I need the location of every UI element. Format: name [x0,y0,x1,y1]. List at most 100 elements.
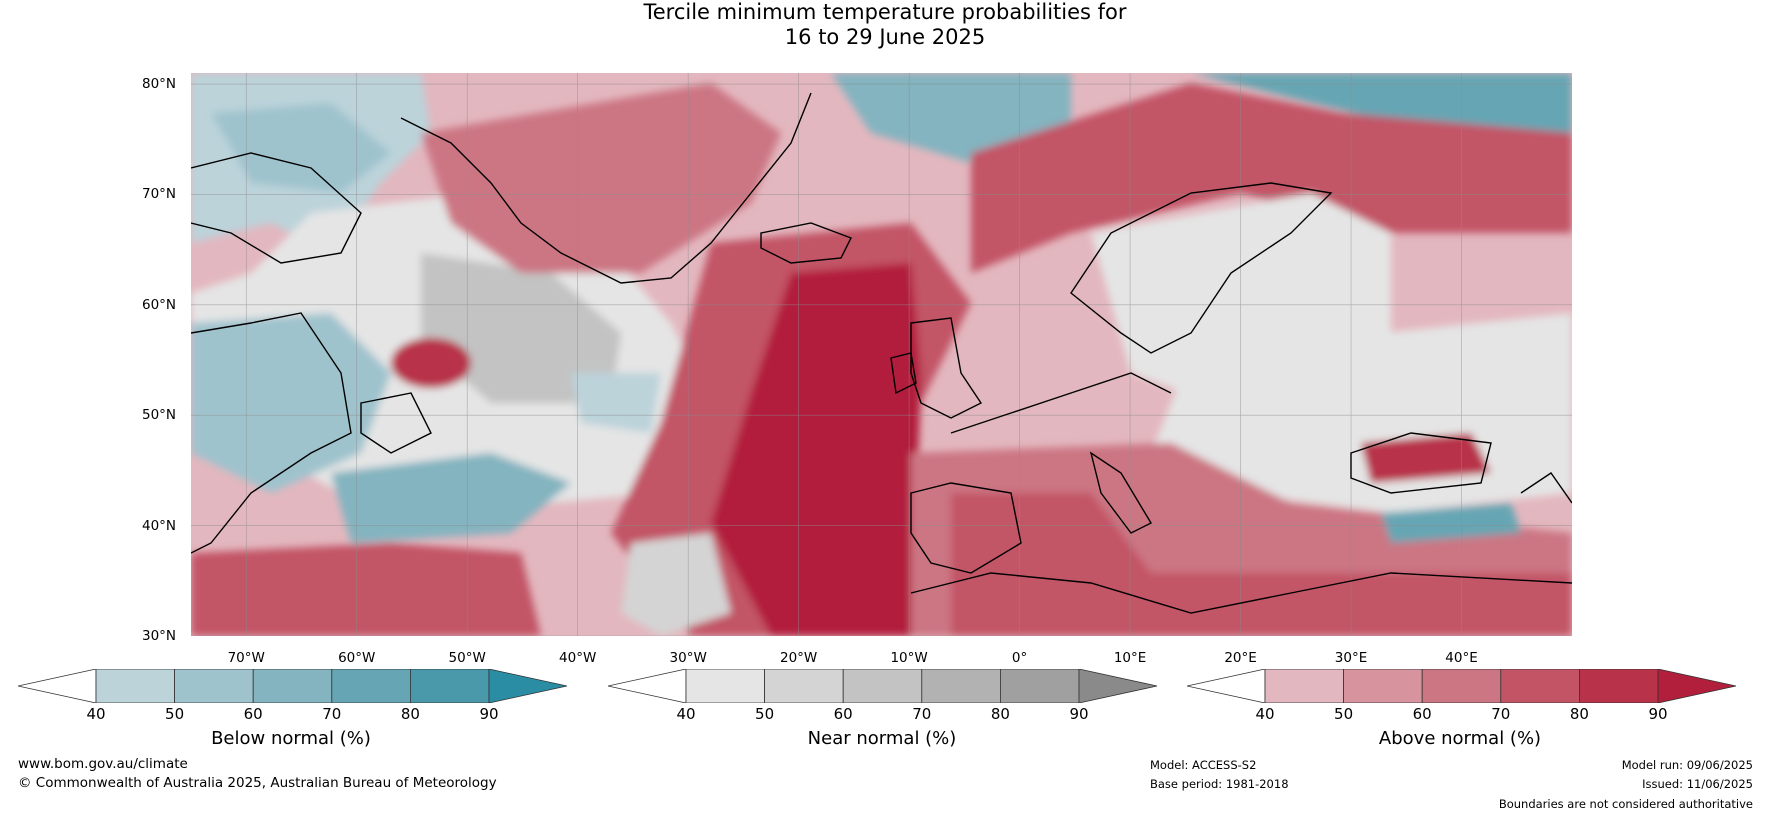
footer-copyright: © Commonwealth of Australia 2025, Austra… [18,775,497,791]
colorbar-tick-label: 50 [1334,705,1354,723]
longitude-label: 70°W [227,650,265,666]
colorbar-tick-label: 70 [322,705,342,723]
blue-region-mid-atlantic [571,373,661,433]
colorbar-swatch [1264,669,1344,703]
title-line-1: Tercile minimum temperature probabilitie… [643,0,1127,24]
map-svg [191,73,1572,636]
coastline-italy [1089,451,1152,534]
red-blob-labrador [391,338,471,388]
colorbar-swatch [95,669,175,703]
coastline-newfoundland [360,392,432,454]
colorbar-label-below: Below normal (%) [211,728,371,749]
coastline-north-africa [910,572,1572,614]
colorbar-max-triangle [1657,669,1737,703]
colorbar-tick-label: 40 [1255,705,1275,723]
colorbar-swatch [764,669,844,703]
longitude-label: 40°W [559,650,597,666]
red-region-black-sea [1361,433,1491,483]
colorbar-above-normal [1187,669,1737,703]
colorbar-tick-label: 60 [833,705,853,723]
colorbar-tick-label: 80 [1569,705,1589,723]
coastline-iberia [910,482,1022,574]
latitude-label: 80°N [142,76,177,93]
colorbar-tick-label: 90 [479,705,499,723]
footer-disclaimer: Boundaries are not considered authoritat… [1498,797,1753,811]
longitude-label: 10°W [890,650,928,666]
colorbar-tick-label: 80 [990,705,1010,723]
red-region-norwegian-sea [971,83,1572,273]
footer-model-run: Model run: 09/06/2025 [1621,758,1753,772]
colorbar-swatch [921,669,1001,703]
colorbar-swatch [1343,669,1423,703]
colorbar-tick-label: 50 [165,705,185,723]
colorbar-swatch [685,669,765,703]
grey-region-labrador-core [421,253,621,403]
latitude-label: 30°N [142,628,177,644]
latitude-label: 40°N [142,517,177,534]
blue-region-newfoundland [191,313,391,493]
longitude-label: 60°W [338,650,376,666]
latitude-label: 50°N [142,407,177,424]
colorbar-swatch [1578,669,1659,703]
colorbar-label-near: Near normal (%) [807,728,957,749]
blue-region-nw-atlantic [331,453,571,543]
latitude-label: 70°N [142,186,177,203]
coastline-black-sea [1350,432,1492,494]
colorbar-swatch [409,669,490,703]
coastline-iceland [760,222,852,264]
colorbar-tick-label: 60 [1412,705,1432,723]
colorbar-near-normal [608,669,1158,703]
colorbar-swatch [999,669,1080,703]
longitude-label: 0° [1011,650,1028,666]
longitude-label: 50°W [448,650,486,666]
longitude-label: 10°E [1113,650,1147,666]
blue-region-barents [1191,73,1572,133]
colorbar-tick-label: 70 [912,705,932,723]
grey-region-azores [621,533,731,636]
longitude-label: 30°E [1334,650,1368,666]
probability-shading [191,73,1572,636]
colorbar-tick-label: 50 [755,705,775,723]
colorbar-swatch [331,669,411,703]
colorbar-swatch [1421,669,1502,703]
longitude-label: 20°W [779,650,818,666]
colorbar-max-triangle [488,669,568,703]
red-region-central-atlantic-core [711,263,921,636]
colorbar-tick-label: 40 [676,705,696,723]
coastline-greenland [400,92,812,284]
colorbar-tick-label: 60 [243,705,263,723]
latitude-label: 60°N [142,296,177,313]
coastline-caspian [1520,472,1572,504]
coastline-uk [910,317,983,419]
colorbar-label-above: Above normal (%) [1378,728,1542,749]
red-region-mediterranean-core [951,493,1572,636]
footer-website: www.bom.gov.au/climate [18,756,188,772]
colorbar-max-triangle [1078,669,1158,703]
colorbar-swatch [174,669,254,703]
title-line-2: 16 to 29 June 2025 [784,25,986,49]
red-region-greenland [421,83,781,273]
longitude-label: 30°W [669,650,707,666]
colorbar-tick-label: 90 [1069,705,1089,723]
footer-base-period: Base period: 1981-2018 [1150,777,1289,791]
blue-region-caspian [1381,503,1521,543]
colorbar-swatch [1500,669,1580,703]
coastlines [191,92,1572,614]
colorbar-min-triangle [18,669,97,703]
colorbar-tick-label: 40 [86,705,106,723]
colorbar-below-normal [18,669,568,703]
red-region-sw-atlantic [191,543,541,636]
colorbar-min-triangle [1187,669,1266,703]
colorbar-min-triangle [608,669,687,703]
colorbar-tick-label: 80 [400,705,420,723]
graticule [191,73,1572,636]
colorbar-tick-label: 90 [1648,705,1668,723]
blue-region-baffin-core [211,103,391,193]
chart-title: Tercile minimum temperature probabilitie… [0,0,1770,50]
coastline-baffin [191,152,362,264]
probability-map [191,73,1572,636]
coastline-ireland [890,352,917,395]
longitude-label: 20°E [1224,650,1257,666]
colorbar-swatch [842,669,923,703]
longitude-label: 40°E [1445,650,1478,666]
